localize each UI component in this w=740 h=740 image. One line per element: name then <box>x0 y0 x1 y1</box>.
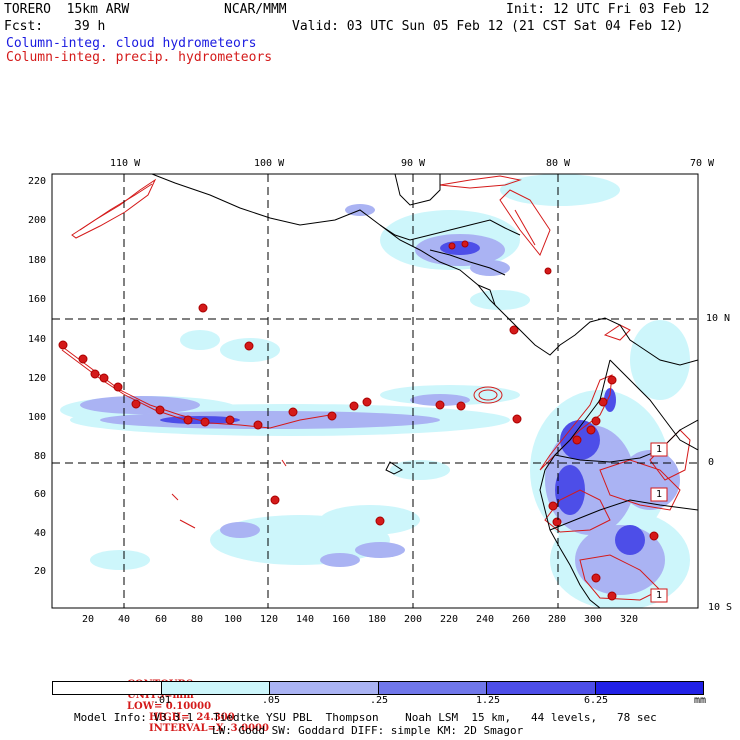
plot-frame <box>51 173 699 609</box>
x-tick: 100 <box>224 614 243 625</box>
init-time: Init: 12 UTC Fri 03 Feb 12 <box>506 2 710 17</box>
x-tick: 180 <box>368 614 387 625</box>
model-name: TORERO 15km ARW <box>4 2 130 17</box>
lon-label: 100 W <box>254 158 285 169</box>
y-tick: 20 <box>34 566 47 577</box>
y-tick: 40 <box>34 528 47 539</box>
legend-unit: mm <box>694 695 707 706</box>
contour-units: UNITS=mm <box>126 690 194 701</box>
lon-label: 110 W <box>110 158 141 169</box>
model-info: Model Info: V3.3.1 Tiedtke YSU PBL Thomp… <box>74 711 657 724</box>
legend-swatch <box>161 682 270 694</box>
lat-lon-grid <box>52 174 698 608</box>
contour-low: LOW= 0.10000 <box>126 701 212 712</box>
y-tick: 80 <box>34 451 47 462</box>
x-tick: 120 <box>260 614 279 625</box>
x-tick: 320 <box>620 614 639 625</box>
legend-tick: .05 <box>262 695 281 706</box>
contour-interval: INTERVAL=X 3.0000 <box>148 723 269 734</box>
contour-high: HIGH= 24.300 <box>148 712 235 723</box>
forecast-hours: 39 h <box>74 19 106 34</box>
color-legend <box>52 681 704 695</box>
box-label: 1 <box>656 444 663 455</box>
precip-maxima <box>58 240 659 601</box>
legend-tick: 6.25 <box>584 695 609 706</box>
x-tick: 160 <box>332 614 351 625</box>
x-tick: 80 <box>191 614 204 625</box>
legend-swatch <box>595 682 703 694</box>
x-tick: 280 <box>548 614 567 625</box>
y-tick: 180 <box>28 255 47 266</box>
coastlines <box>151 174 698 608</box>
x-tick: 260 <box>512 614 531 625</box>
y-tick: 100 <box>28 412 47 423</box>
x-tick: 40 <box>118 614 131 625</box>
x-tick: 300 <box>584 614 603 625</box>
valid-time: Valid: 03 UTC Sun 05 Feb 12 (21 CST Sat … <box>292 19 684 34</box>
box-label: 1 <box>656 489 663 500</box>
legend-swatch <box>53 682 162 694</box>
x-tick: 200 <box>404 614 423 625</box>
field-cloud-hydrometeors: Column-integ. cloud hydrometeors <box>6 36 257 51</box>
lat-label: 10 N <box>706 313 731 324</box>
x-tick: 240 <box>476 614 495 625</box>
field-precip-hydrometeors: Column-integ. precip. hydrometeors <box>6 50 273 65</box>
lat-label: 0 <box>708 457 715 468</box>
x-tick: 140 <box>296 614 315 625</box>
legend-swatch <box>270 682 379 694</box>
y-tick: 200 <box>28 215 47 226</box>
lon-label: 80 W <box>546 158 571 169</box>
x-tick: 220 <box>440 614 459 625</box>
organization: NCAR/MMM <box>224 2 287 17</box>
legend-tick: 1.25 <box>476 695 501 706</box>
legend-tick: .01 <box>153 695 172 706</box>
x-tick: 60 <box>155 614 168 625</box>
lon-label: 70 W <box>690 158 715 169</box>
y-tick: 220 <box>28 176 47 187</box>
lat-label: 10 S <box>708 602 733 613</box>
model-physics: LW: Godd SW: Goddard DIFF: simple KM: 2D… <box>212 724 524 737</box>
y-tick: 120 <box>28 373 47 384</box>
station-boxes <box>650 442 668 603</box>
forecast-label: Fcst: <box>4 19 44 34</box>
legend-swatch <box>378 682 487 694</box>
x-tick: 20 <box>82 614 95 625</box>
y-tick: 140 <box>28 334 47 345</box>
legend-swatch <box>487 682 596 694</box>
y-tick: 160 <box>28 294 47 305</box>
y-tick: 60 <box>34 489 47 500</box>
box-label: 1 <box>656 590 663 601</box>
lon-label: 90 W <box>401 158 426 169</box>
legend-tick: .25 <box>370 695 389 706</box>
